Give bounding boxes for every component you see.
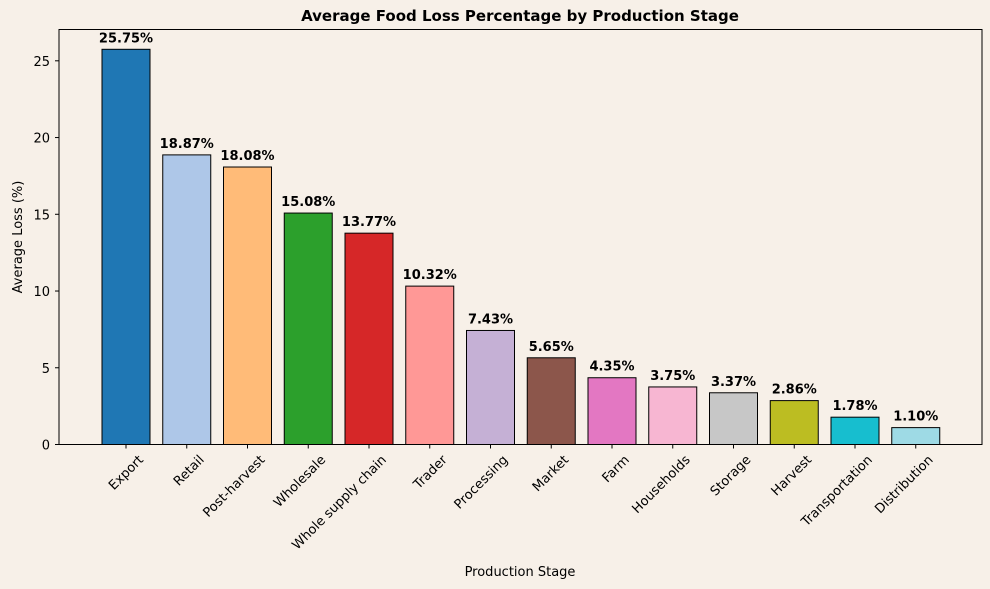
bar-storage [709, 392, 758, 445]
bar-whole-supply-chain [344, 232, 394, 445]
y-tick-label: 20 [33, 132, 50, 147]
bar-distribution [891, 427, 941, 446]
data-label: 3.37% [711, 375, 756, 390]
bar-export [101, 48, 151, 445]
bar-trader [405, 285, 455, 445]
data-label: 25.75% [99, 31, 153, 46]
y-axis: 0 5 10 15 20 25 [33, 55, 59, 454]
data-label: 18.08% [220, 149, 274, 164]
x-axis-label: Production Stage [465, 565, 576, 580]
y-tick-label: 5 [42, 362, 50, 377]
bar-households [648, 386, 698, 446]
bar-retail [162, 154, 212, 445]
y-tick-label: 15 [33, 208, 50, 223]
y-tick-label: 25 [33, 55, 50, 70]
data-label: 13.77% [342, 215, 396, 230]
bar-post-harvest [223, 166, 272, 445]
bar-farm [587, 377, 637, 445]
data-label: 18.87% [160, 137, 214, 152]
data-label: 2.86% [772, 383, 817, 398]
data-label: 3.75% [650, 369, 695, 384]
data-label: 5.65% [529, 340, 574, 355]
plot-frame [58, 29, 983, 445]
data-label: 1.78% [832, 399, 877, 414]
bar-market [526, 357, 576, 445]
data-labels-group: 25.75% 18.87% 18.08% 15.08% 13.77% 10.32% 7.43… [99, 31, 938, 424]
y-tick-label: 10 [33, 285, 50, 300]
data-label: 4.35% [589, 360, 634, 375]
y-axis-label: Average Loss (%) [11, 181, 26, 294]
data-label: 10.32% [403, 268, 457, 283]
chart-title: Average Food Loss Percentage by Producti… [301, 7, 739, 25]
bars-group [101, 48, 941, 446]
bar-wholesale [283, 212, 333, 445]
y-tick-label: 0 [42, 439, 50, 454]
data-label: 7.43% [468, 312, 513, 327]
bar-transportation [830, 416, 880, 445]
bar-harvest [769, 400, 819, 446]
data-label: 15.08% [281, 195, 335, 210]
data-label: 1.10% [893, 410, 938, 425]
bar-processing [466, 329, 515, 445]
